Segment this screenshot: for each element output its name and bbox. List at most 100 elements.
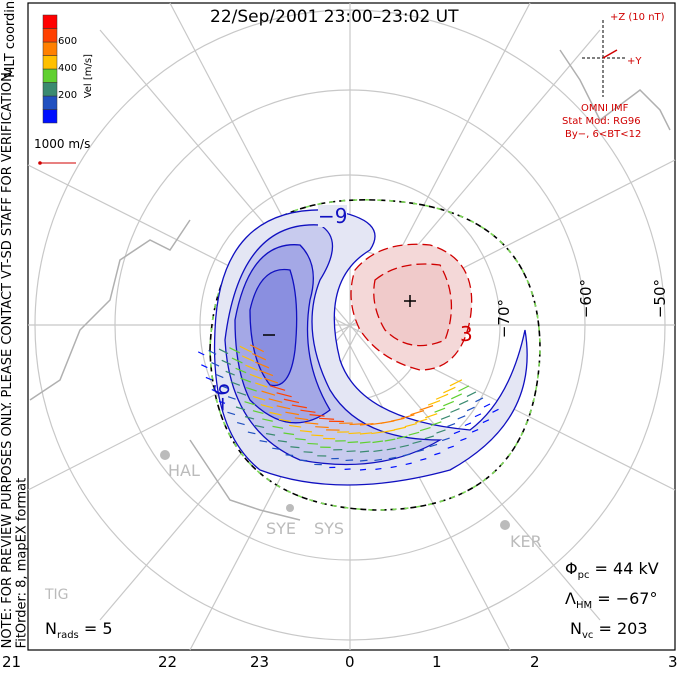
velocity-vector xyxy=(372,440,384,444)
velocity-vector xyxy=(229,347,241,354)
station-label: SYE xyxy=(266,519,297,538)
imf-condition: By−, 6<BT<12 xyxy=(565,129,642,140)
velocity-vector xyxy=(235,367,247,374)
contour-label: −9 xyxy=(318,204,348,228)
velocity-vector xyxy=(400,414,415,419)
velocity-vector xyxy=(425,413,438,419)
velocity-vector xyxy=(254,424,265,429)
velocity-vector xyxy=(300,409,316,413)
velocity-vector xyxy=(386,447,396,451)
velocity-vector xyxy=(450,408,460,413)
contour-label: 3 xyxy=(460,322,473,346)
velocity-vector xyxy=(466,391,477,397)
velocity-vector xyxy=(447,445,454,449)
max-potential-marker xyxy=(404,295,416,307)
velocity-vector xyxy=(408,431,420,436)
velocity-vector xyxy=(460,437,467,442)
velocity-vector xyxy=(384,438,396,442)
velocity-vector xyxy=(382,429,395,433)
velocity-vector xyxy=(359,450,370,453)
velocity-vector xyxy=(390,417,405,422)
grid xyxy=(27,2,676,651)
velocity-vector xyxy=(245,364,258,371)
mlt-label: 23 xyxy=(250,653,270,671)
imf-vector xyxy=(602,49,618,59)
velocity-vector xyxy=(449,379,463,387)
velocity-vector xyxy=(227,396,236,400)
velocity-vector xyxy=(347,441,359,444)
velocity-vector xyxy=(272,425,284,429)
velocity-vector xyxy=(482,419,490,424)
velocity-vector xyxy=(346,450,356,453)
velocity-vector xyxy=(424,435,434,440)
velocity-vector xyxy=(285,411,300,416)
velocity-vector xyxy=(447,422,456,427)
colorbar-swatch xyxy=(42,55,58,70)
velocity-vector xyxy=(492,408,499,413)
velocity-vector xyxy=(246,386,257,392)
velocity-vector xyxy=(205,376,213,381)
velocity-vector xyxy=(240,377,252,383)
velocity-vector xyxy=(277,440,287,443)
velocity-vector xyxy=(429,443,438,448)
velocity-vector xyxy=(259,369,274,377)
imf-z-label: +Z (10 nT) xyxy=(610,12,665,23)
velocity-vector xyxy=(471,428,479,433)
velocity-vector xyxy=(262,418,273,422)
velocity-vector xyxy=(290,446,300,449)
station-label: SYS xyxy=(314,519,345,538)
velocity-vector xyxy=(390,465,397,469)
velocity-vector xyxy=(415,418,428,424)
colorbar-swatch xyxy=(42,41,58,56)
velocity-vector xyxy=(221,385,230,390)
velocity-vector xyxy=(404,422,417,428)
velocity-vector xyxy=(359,459,368,462)
velocity-vector xyxy=(299,430,313,433)
n-vc: Nvc = 203 xyxy=(570,619,648,642)
velocity-vector xyxy=(464,422,472,427)
velocity-vector xyxy=(227,411,236,416)
colorbar-tick: 200 xyxy=(58,90,78,101)
velocity-vector xyxy=(412,440,422,445)
velocity-vector xyxy=(269,411,282,416)
velocity-vector xyxy=(399,444,409,448)
velocity-vector xyxy=(443,400,455,407)
colorbar-swatch xyxy=(42,14,58,29)
velocity-vector xyxy=(239,345,253,353)
velocity-vector xyxy=(359,432,373,435)
velocity-vector xyxy=(235,406,246,411)
velocity-vector xyxy=(252,395,266,401)
velocity-vector xyxy=(309,414,325,417)
velocity-vector xyxy=(419,405,434,411)
mlt-label: 21 xyxy=(2,653,22,671)
velocity-vector xyxy=(458,400,469,406)
mlt-label: 0 xyxy=(345,653,355,671)
velocity-vector xyxy=(458,385,470,392)
velocity-vector xyxy=(440,415,451,420)
velocity-vectors xyxy=(197,344,499,471)
plot-frame xyxy=(27,2,676,651)
colorbar-tick: 400 xyxy=(58,63,78,74)
velocity-vector xyxy=(285,454,294,457)
mlt-label: 2 xyxy=(530,653,540,671)
mlt-label: 22 xyxy=(158,653,178,671)
velocity-vector xyxy=(225,370,235,376)
colorbar-tick: 600 xyxy=(58,36,78,47)
mlt-label: 1 xyxy=(432,653,442,671)
velocity-vector xyxy=(419,426,431,432)
velocity-vector xyxy=(218,400,226,404)
velocity-vector xyxy=(272,447,280,450)
velocity-vector xyxy=(307,442,318,445)
station-label: TIG xyxy=(45,587,69,603)
velocity-vector xyxy=(289,424,302,428)
velocity-vector xyxy=(197,351,205,356)
velocity-vector xyxy=(211,389,219,393)
velocity-vector xyxy=(371,431,384,435)
colorbar-label: Vel [m/s] xyxy=(83,53,94,98)
lambda-hm: ΛHM = −67° xyxy=(565,589,658,612)
velocity-vector xyxy=(303,451,313,453)
latitude-label: −50° xyxy=(651,278,669,318)
velocity-vector xyxy=(416,449,425,453)
radar-sites xyxy=(160,450,510,530)
